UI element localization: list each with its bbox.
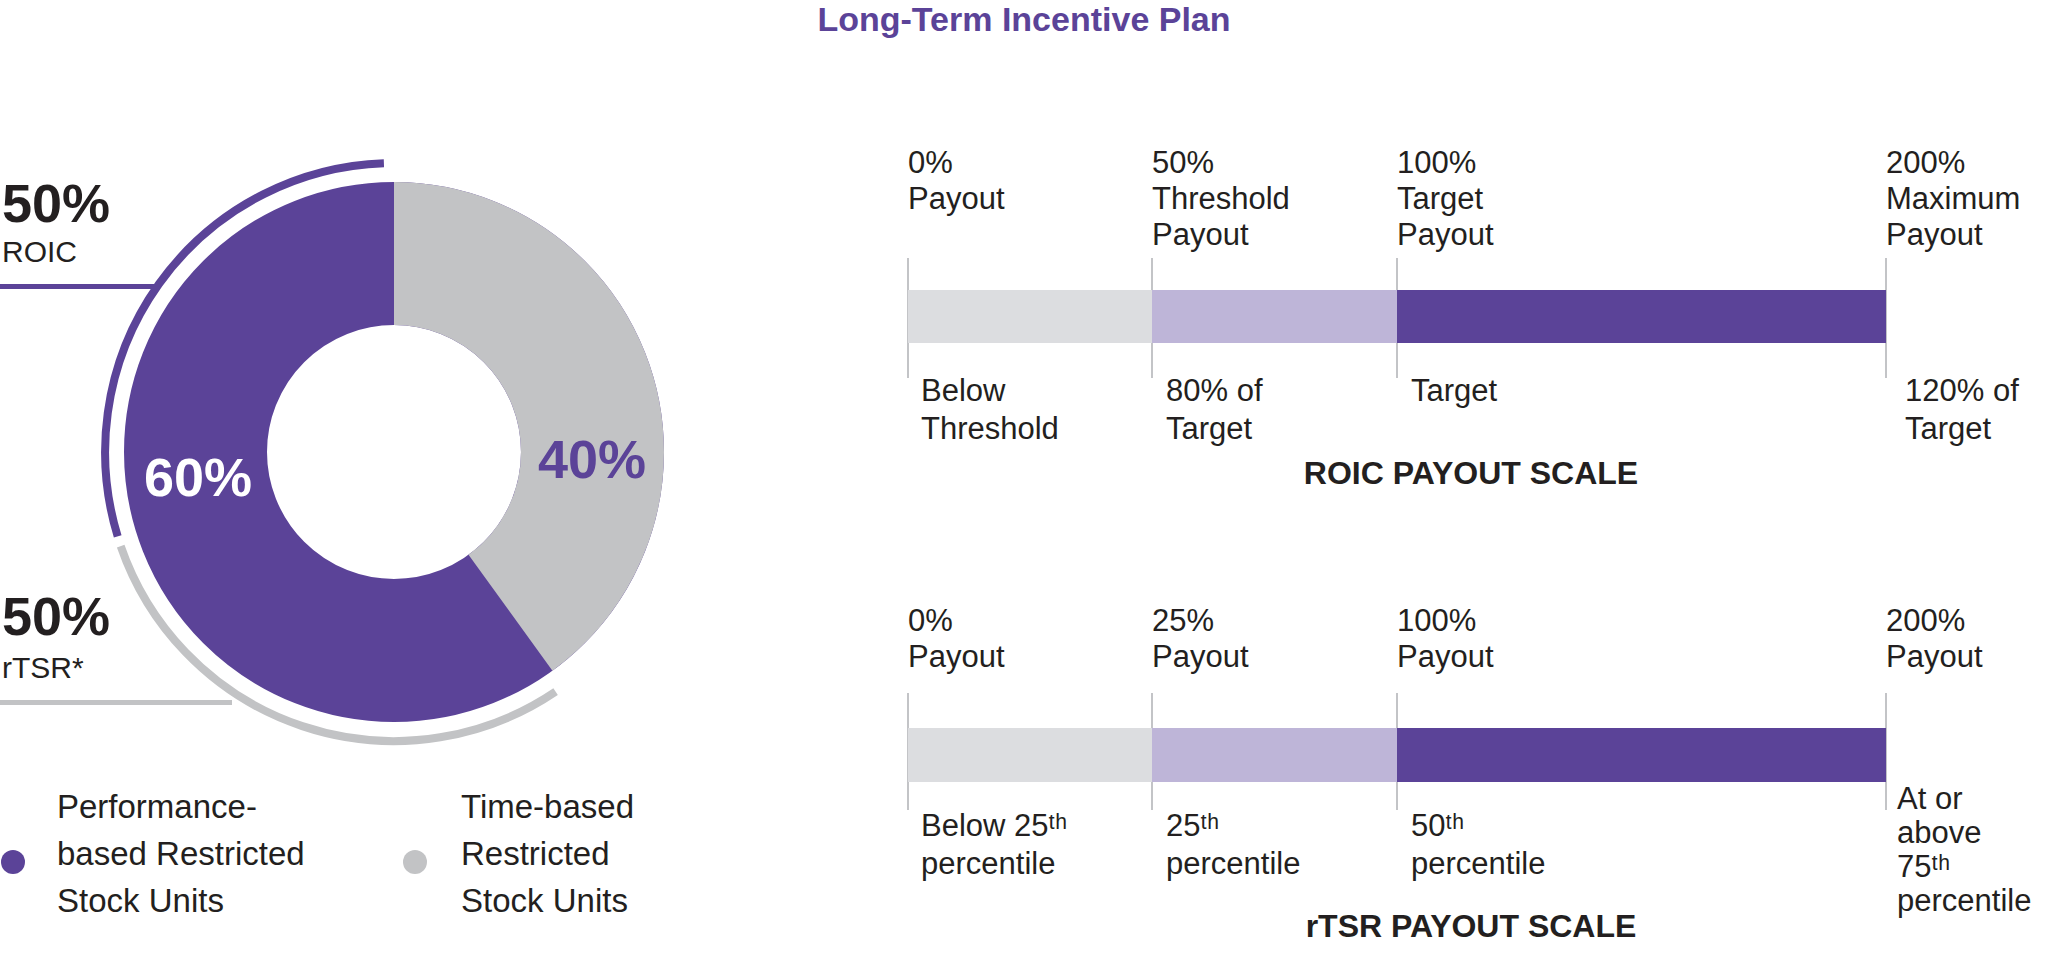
legend-performance-dot-icon [1,850,25,874]
roic-bottom-label-2: Target [1411,372,1497,410]
roic-scale-bar [908,290,1886,343]
roic-seg-threshold-to-target [1152,290,1397,343]
rtsr-seg-25th-to-50th [1152,728,1397,782]
roic-bottom-label-0: Below Threshold [921,372,1059,448]
rtsr-top-label-0: 0% Payout [908,603,1005,675]
rtsr-callout-label: rTSR* [2,653,84,683]
rtsr-bottom-label-3: At or above 75ᵗʰ percentile [1897,782,2031,918]
rtsr-seg-below-25th [908,728,1152,782]
roic-top-label-50: 50% Threshold Payout [1152,145,1290,253]
roic-callout-line [0,284,156,289]
rtsr-bottom-label-2: 50ᵗʰ percentile [1411,807,1545,883]
roic-callout-value: 50% [2,176,110,230]
rtsr-bottom-label-1: 25ᵗʰ percentile [1166,807,1300,883]
roic-bottom-label-3: 120% of Target [1905,372,2019,448]
rtsr-top-label-200: 200% Payout [1886,603,1983,675]
roic-top-label-100: 100% Target Payout [1397,145,1494,253]
legend-performance-label: Performance- based Restricted Stock Unit… [57,783,305,924]
rtsr-scale-bar [908,728,1886,782]
donut-label-40: 40% [538,429,646,489]
rtsr-top-label-25: 25% Payout [1152,603,1249,675]
rtsr-bottom-label-0: Below 25ᵗʰ percentile [921,807,1067,883]
donut-label-60: 60% [144,447,252,507]
roic-scale-title: ROIC PAYOUT SCALE [908,455,2034,492]
roic-bottom-label-1: 80% of Target [1166,372,1263,448]
rtsr-scale-title: rTSR PAYOUT SCALE [908,908,2034,945]
roic-seg-below-threshold [908,290,1152,343]
legend-time-label: Time-based Restricted Stock Units [461,783,634,924]
roic-seg-target-to-max [1397,290,1886,343]
rtsr-callout-value: 50% [2,589,110,643]
rtsr-top-label-100: 100% Payout [1397,603,1494,675]
donut-chart: 60% 40% [0,140,700,765]
roic-top-label-200: 200% Maximum Payout [1886,145,2020,253]
rtsr-seg-50th-to-75th [1397,728,1886,782]
page-title: Long-Term Incentive Plan [817,0,1230,39]
long-term-incentive-plan-figure: Long-Term Incentive Plan 60% 40% 50% ROI… [0,0,2046,954]
roic-top-label-0: 0% Payout [908,145,1005,217]
rtsr-callout-line [0,700,232,705]
roic-callout-label: ROIC [2,237,77,267]
legend-time-dot-icon [403,850,427,874]
